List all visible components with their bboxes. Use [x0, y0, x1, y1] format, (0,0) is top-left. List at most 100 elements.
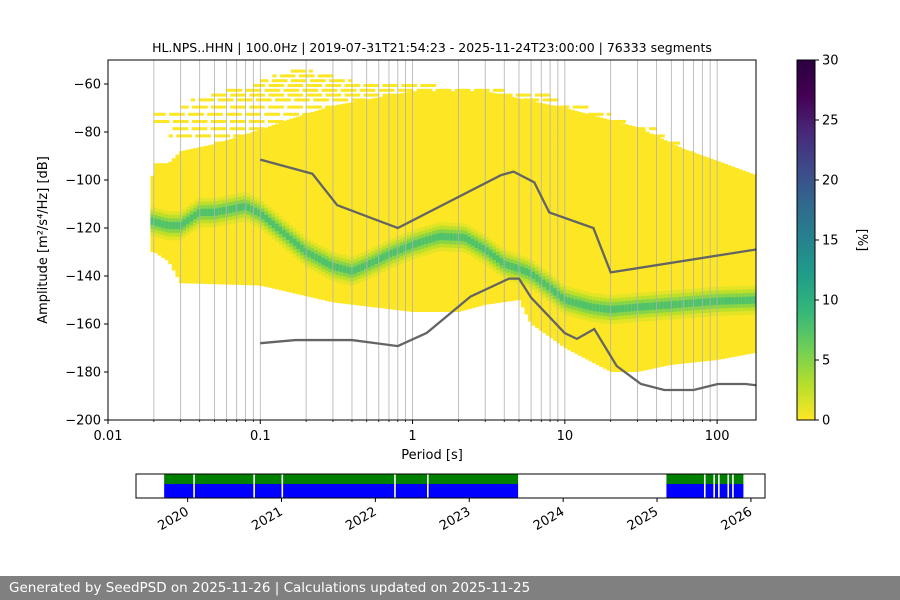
heatmap-mode-cell [186, 227, 191, 232]
heatmap-outlier-cell [282, 98, 287, 102]
heatmap-mode-cell [567, 297, 572, 302]
heatmap-mode-cell [317, 248, 323, 253]
heatmap-mode-cell [738, 307, 743, 312]
heatmap-outlier-cell [336, 151, 341, 155]
heatmap-mode-cell [588, 314, 593, 319]
heatmap-mode-cell [374, 263, 380, 268]
heatmap-mode-cell [542, 283, 547, 288]
heatmap-band-column [417, 91, 422, 312]
heatmap-mode-cell [620, 308, 625, 313]
heatmap-outlier-cell [412, 127, 417, 131]
heatmap-outlier-cell [500, 134, 505, 138]
heatmap-mode-cell [246, 204, 251, 209]
heatmap-mode-cell [709, 308, 714, 313]
heatmap-mode-cell [588, 306, 593, 311]
heatmap-mode-cell [563, 303, 568, 308]
heatmap-mode-cell [520, 255, 526, 260]
y-tick-label: −140 [65, 270, 101, 285]
heatmap-band-column [271, 124, 276, 289]
heatmap-outlier-cell [427, 134, 433, 138]
heatmap-mode-cell [399, 234, 404, 239]
heatmap-mode-cell [592, 296, 597, 301]
heatmap-outlier-cell [233, 127, 238, 131]
heatmap-mode-cell [186, 216, 191, 221]
heatmap-mode-cell [688, 292, 693, 297]
heatmap-mode-cell [538, 291, 543, 296]
heatmap-mode-cell [385, 255, 390, 260]
heatmap-mode-cell [364, 276, 369, 281]
heatmap-outlier-cell [367, 105, 372, 109]
heatmap-outlier-cell [477, 127, 482, 131]
heatmap-mode-cell [346, 266, 351, 271]
heatmap-mode-cell [218, 222, 223, 227]
heatmap-mode-cell [634, 296, 640, 301]
heatmap-outlier-cell [435, 98, 440, 102]
heatmap-outlier-cell [545, 127, 551, 131]
heatmap-outlier-cell [229, 120, 235, 123]
heatmap-mode-cell [652, 316, 657, 321]
heatmap-mode-cell [346, 281, 351, 286]
heatmap-outlier-cell [614, 134, 620, 138]
heatmap-outlier-cell [363, 141, 368, 145]
heatmap-mode-cell [738, 289, 743, 294]
heatmap-mode-cell [428, 235, 433, 240]
heatmap-mode-cell [666, 304, 672, 309]
heatmap-outlier-cell [431, 84, 437, 87]
heatmap-outlier-cell [527, 134, 532, 138]
heatmap-outlier-cell [496, 127, 501, 131]
heatmap-outlier-cell [218, 151, 223, 155]
heatmap-outlier-cell [172, 120, 178, 123]
heatmap-mode-cell [250, 198, 255, 203]
heatmap-outlier-cell [420, 127, 425, 131]
heatmap-outlier-cell [602, 120, 607, 123]
heatmap-outlier-cell [321, 88, 326, 92]
heatmap-mode-cell [303, 240, 308, 245]
heatmap-mode-cell [200, 198, 205, 202]
heatmap-mode-cell [471, 231, 476, 236]
heatmap-mode-cell [296, 248, 301, 253]
heatmap-outlier-cell [423, 120, 429, 123]
year-tick-label: 2024 [531, 504, 567, 534]
heatmap-outlier-cell [172, 127, 177, 131]
heatmap-mode-cell [203, 216, 209, 220]
heatmap-outlier-cell [264, 79, 269, 83]
heatmap-outlier-cell [229, 98, 234, 102]
heatmap-mode-cell [324, 266, 330, 271]
heatmap-outlier-cell [363, 105, 368, 109]
heatmap-outlier-cell [378, 141, 383, 145]
heatmap-mode-cell [389, 250, 394, 255]
heatmap-outlier-cell [287, 112, 292, 116]
heatmap-mode-cell [168, 232, 173, 237]
heatmap-mode-cell [524, 257, 529, 262]
heatmap-mode-cell [157, 226, 162, 231]
heatmap-outlier-cell [598, 120, 604, 123]
heatmap-mode-cell [528, 273, 533, 278]
heatmap-outlier-cell [439, 112, 444, 116]
heatmap-mode-cell [577, 314, 583, 319]
heatmap-mode-cell [171, 222, 176, 226]
heatmap-outlier-cell [446, 120, 451, 123]
heatmap-mode-cell [716, 301, 721, 306]
heatmap-outlier-cell [427, 127, 433, 131]
heatmap-mode-cell [645, 306, 650, 311]
heatmap-outlier-cell [470, 93, 475, 97]
heatmap-outlier-cell [367, 84, 372, 87]
heatmap-outlier-cell [408, 98, 414, 102]
heatmap-outlier-cell [355, 84, 361, 87]
heatmap-outlier-cell [283, 79, 288, 83]
heatmap-band-column [332, 105, 337, 303]
heatmap-mode-cell [723, 304, 729, 309]
heatmap-mode-cell [335, 256, 340, 261]
heatmap-outlier-cell [439, 98, 444, 102]
heatmap-outlier-cell [466, 134, 471, 138]
heatmap-mode-cell [161, 227, 166, 232]
heatmap-outlier-cell [309, 79, 315, 83]
heatmap-mode-cell [545, 271, 550, 276]
heatmap-mode-cell [652, 313, 657, 318]
heatmap-mode-cell [734, 311, 739, 316]
heatmap-outlier-cell [207, 112, 212, 116]
heatmap-mode-cell [659, 301, 664, 306]
heatmap-outlier-cell [336, 105, 341, 109]
heatmap-outlier-cell [393, 120, 398, 123]
heatmap-outlier-cell [382, 105, 387, 109]
